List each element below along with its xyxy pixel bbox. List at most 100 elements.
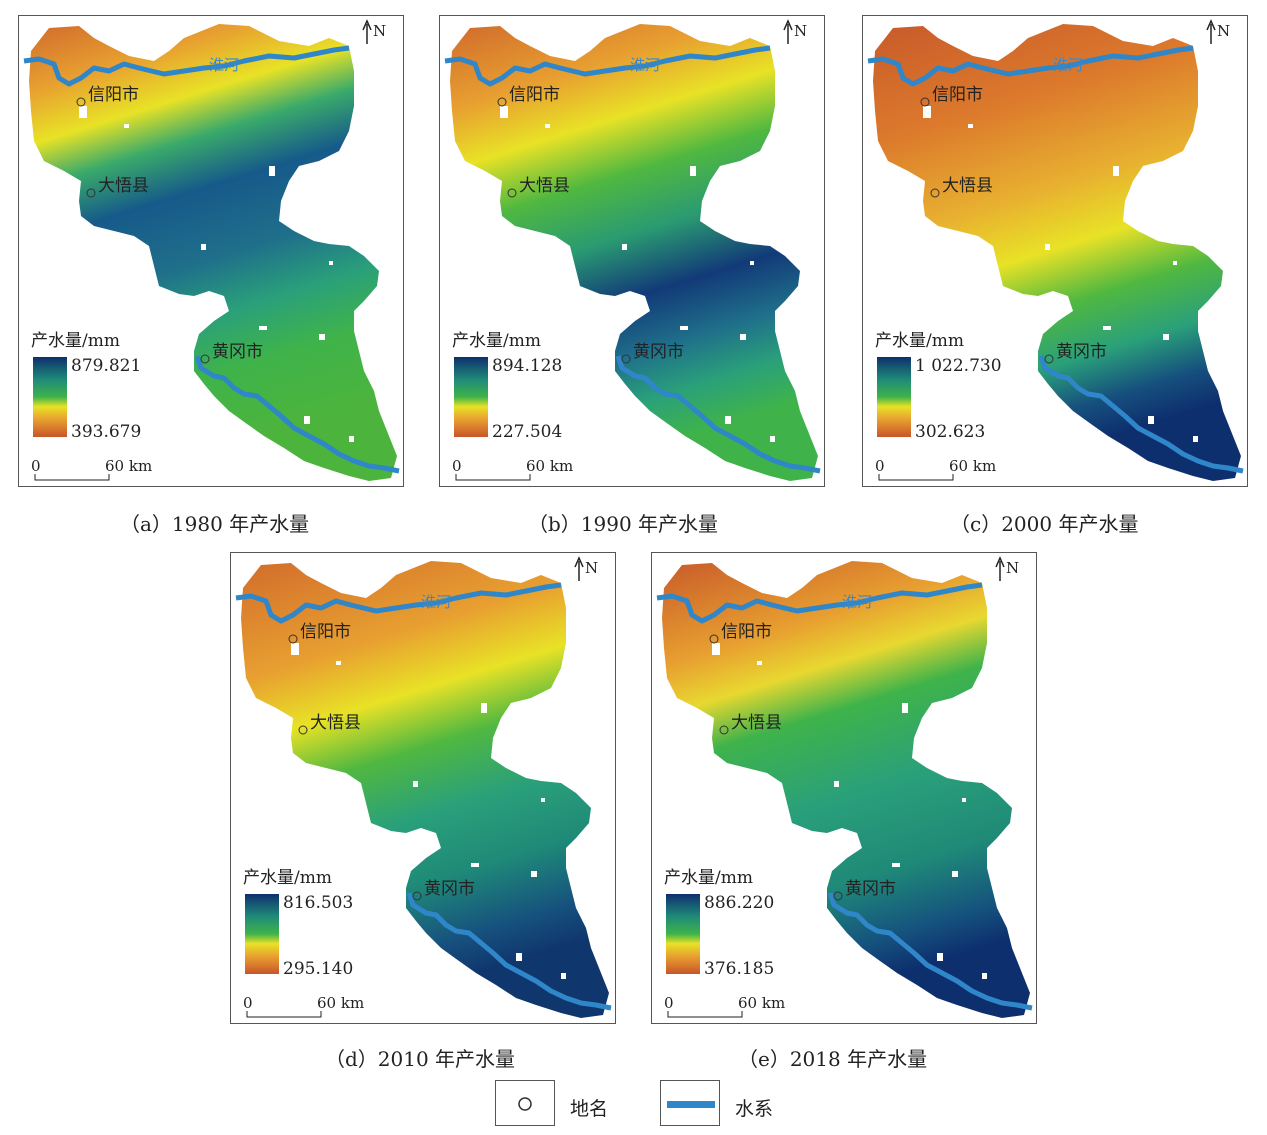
legend-max: 1 022.730 [915, 356, 1002, 376]
study-region [450, 24, 818, 481]
legend-max: 879.821 [71, 356, 141, 376]
legend-title: 产水量/mm [452, 331, 541, 351]
north-label: N [373, 22, 386, 40]
north-arrowhead-icon [783, 19, 793, 31]
north-label: N [1217, 22, 1230, 40]
legend-min: 302.623 [915, 422, 985, 442]
huai-river [23, 45, 350, 87]
legend-max: 816.503 [283, 893, 353, 913]
study-region [29, 24, 397, 481]
study-region [241, 561, 609, 1018]
legend-min: 295.140 [283, 959, 353, 979]
place-circle-icon [518, 1097, 532, 1111]
place-xinyang-label: 信阳市 [509, 85, 560, 105]
legend-title: 产水量/mm [875, 331, 964, 351]
place-xinyang-label: 信阳市 [721, 622, 772, 642]
yangtze-river [615, 355, 821, 474]
place-dawu-marker [86, 188, 96, 198]
place-huanggang-marker [200, 354, 210, 364]
place-xinyang-label: 信阳市 [300, 622, 351, 642]
place-huanggang-label: 黄冈市 [212, 342, 263, 362]
place-dawu-marker [719, 725, 729, 735]
place-xinyang-marker [497, 97, 507, 107]
map-panel-b: 淮河 信阳市 大悟县 黄冈市 N 产水量/mm 894.128 227.504 0 60 km [439, 15, 825, 487]
map-panel-c: 淮河 信阳市 大悟县 黄冈市 N 产水量/mm 1 022.730 302.623 0 60 km [862, 15, 1248, 487]
place-xinyang-label: 信阳市 [932, 85, 983, 105]
place-xinyang-marker [288, 634, 298, 644]
legend-min: 227.504 [492, 422, 562, 442]
scale-zero: 0 [452, 457, 462, 475]
legend-place-label: 地名 [570, 1098, 609, 1120]
scale-bar [246, 1011, 322, 1018]
north-label: N [1006, 559, 1019, 577]
place-dawu-label: 大悟县 [731, 713, 782, 733]
place-dawu-marker [930, 188, 940, 198]
place-huanggang-label: 黄冈市 [1056, 342, 1107, 362]
study-region [662, 561, 1030, 1018]
legend-river-box [660, 1080, 720, 1126]
place-xinyang-marker [920, 97, 930, 107]
legend-min: 393.679 [71, 422, 141, 442]
legend-colorbar [666, 894, 700, 974]
legend-colorbar [877, 357, 911, 437]
legend-title: 产水量/mm [31, 331, 120, 351]
map-panel-e: 淮河 信阳市 大悟县 黄冈市 N 产水量/mm 886.220 376.185 0 60 km [651, 552, 1037, 1024]
legend-title: 产水量/mm [243, 868, 332, 888]
scale-bar [667, 1011, 743, 1018]
scale-bar [455, 474, 531, 481]
caption-c: （c）2000 年产水量 [950, 512, 1139, 536]
caption-d: （d）2010 年产水量 [325, 1047, 516, 1071]
caption-e: （e）2018 年产水量 [738, 1047, 928, 1071]
huai-river [867, 45, 1194, 87]
scale-bar [878, 474, 954, 481]
huai-river [444, 45, 771, 87]
yangtze-river [827, 892, 1033, 1011]
scale-distance: 60 km [105, 457, 152, 475]
legend-max: 886.220 [704, 893, 774, 913]
north-arrowhead-icon [1206, 19, 1216, 31]
caption-b: （b）1990 年产水量 [528, 512, 719, 536]
legend-place-box [495, 1080, 555, 1126]
scale-zero: 0 [31, 457, 41, 475]
yangtze-river [1038, 355, 1244, 474]
legend-colorbar [245, 894, 279, 974]
scale-distance: 60 km [949, 457, 996, 475]
river-label: 淮河 [421, 593, 451, 611]
legend-title: 产水量/mm [664, 868, 753, 888]
place-xinyang-marker [709, 634, 719, 644]
place-huanggang-marker [412, 891, 422, 901]
scale-zero: 0 [875, 457, 885, 475]
place-huanggang-label: 黄冈市 [633, 342, 684, 362]
scale-bar [34, 474, 110, 481]
place-dawu-label: 大悟县 [98, 176, 149, 196]
scale-zero: 0 [243, 994, 253, 1012]
yangtze-river [194, 355, 400, 474]
white-patches [712, 643, 987, 1012]
huai-river [235, 582, 562, 624]
legend-colorbar [33, 357, 67, 437]
river-label: 淮河 [630, 56, 660, 74]
scale-distance: 60 km [526, 457, 573, 475]
map-panel-d: 淮河 信阳市 大悟县 黄冈市 N 产水量/mm 816.503 295.140 0 60 km [230, 552, 616, 1024]
yangtze-river [406, 892, 612, 1011]
scale-distance: 60 km [317, 994, 364, 1012]
north-arrowhead-icon [574, 556, 584, 568]
caption-a: （a）1980 年产水量 [120, 512, 310, 536]
place-dawu-label: 大悟县 [519, 176, 570, 196]
river-label: 淮河 [842, 593, 872, 611]
scale-zero: 0 [664, 994, 674, 1012]
place-huanggang-marker [1044, 354, 1054, 364]
map-panel-a: 淮河 信阳市 大悟县 黄冈市 N 产水量/mm 879.821 393.679 0 60 km [18, 15, 404, 487]
scale-distance: 60 km [738, 994, 785, 1012]
place-xinyang-marker [76, 97, 86, 107]
legend-colorbar [454, 357, 488, 437]
place-dawu-marker [507, 188, 517, 198]
river-label: 淮河 [1053, 56, 1083, 74]
place-dawu-label: 大悟县 [310, 713, 361, 733]
place-huanggang-label: 黄冈市 [845, 879, 896, 899]
huai-river [656, 582, 983, 624]
